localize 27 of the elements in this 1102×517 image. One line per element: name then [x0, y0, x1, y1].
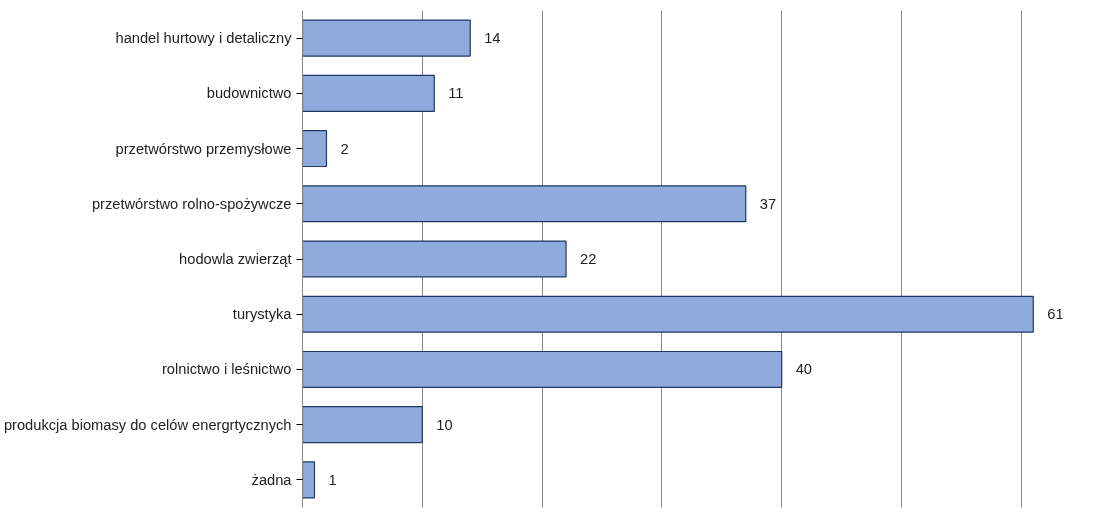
- y-tick-label: przetwórstwo rolno-spożywcze: [91, 195, 292, 212]
- data-label: 40: [795, 361, 813, 378]
- y-tick-label: handel hurtowy i detaliczny: [115, 30, 293, 47]
- data-label: 11: [448, 85, 464, 102]
- data-label: 61: [1047, 306, 1064, 323]
- bar: [302, 185, 747, 223]
- bar: [302, 240, 567, 278]
- y-tick-label: budownictwo: [206, 85, 292, 102]
- bar: [302, 19, 471, 57]
- bar: [302, 295, 1034, 333]
- bar: [302, 406, 423, 444]
- y-tick-label: produkcja biomasy do celów energrtycznych: [3, 416, 292, 433]
- data-label: 10: [436, 416, 453, 433]
- y-tick-label: żadna: [251, 471, 293, 488]
- data-label: 37: [759, 195, 777, 212]
- bar: [302, 130, 328, 168]
- bar: [302, 461, 316, 499]
- data-label: 2: [340, 140, 349, 157]
- data-label: 1: [328, 471, 337, 488]
- data-label: 22: [580, 251, 597, 267]
- data-label: 14: [484, 30, 501, 47]
- y-tick-label: hodowla zwierząt: [179, 251, 292, 267]
- y-tick-label: rolnictwo i leśnictwo: [161, 361, 292, 378]
- y-tick-label: turystyka: [232, 306, 293, 323]
- y-tick-label: przetwórstwo przemysłowe: [115, 140, 292, 157]
- bar: [302, 350, 783, 388]
- bar: [302, 74, 435, 112]
